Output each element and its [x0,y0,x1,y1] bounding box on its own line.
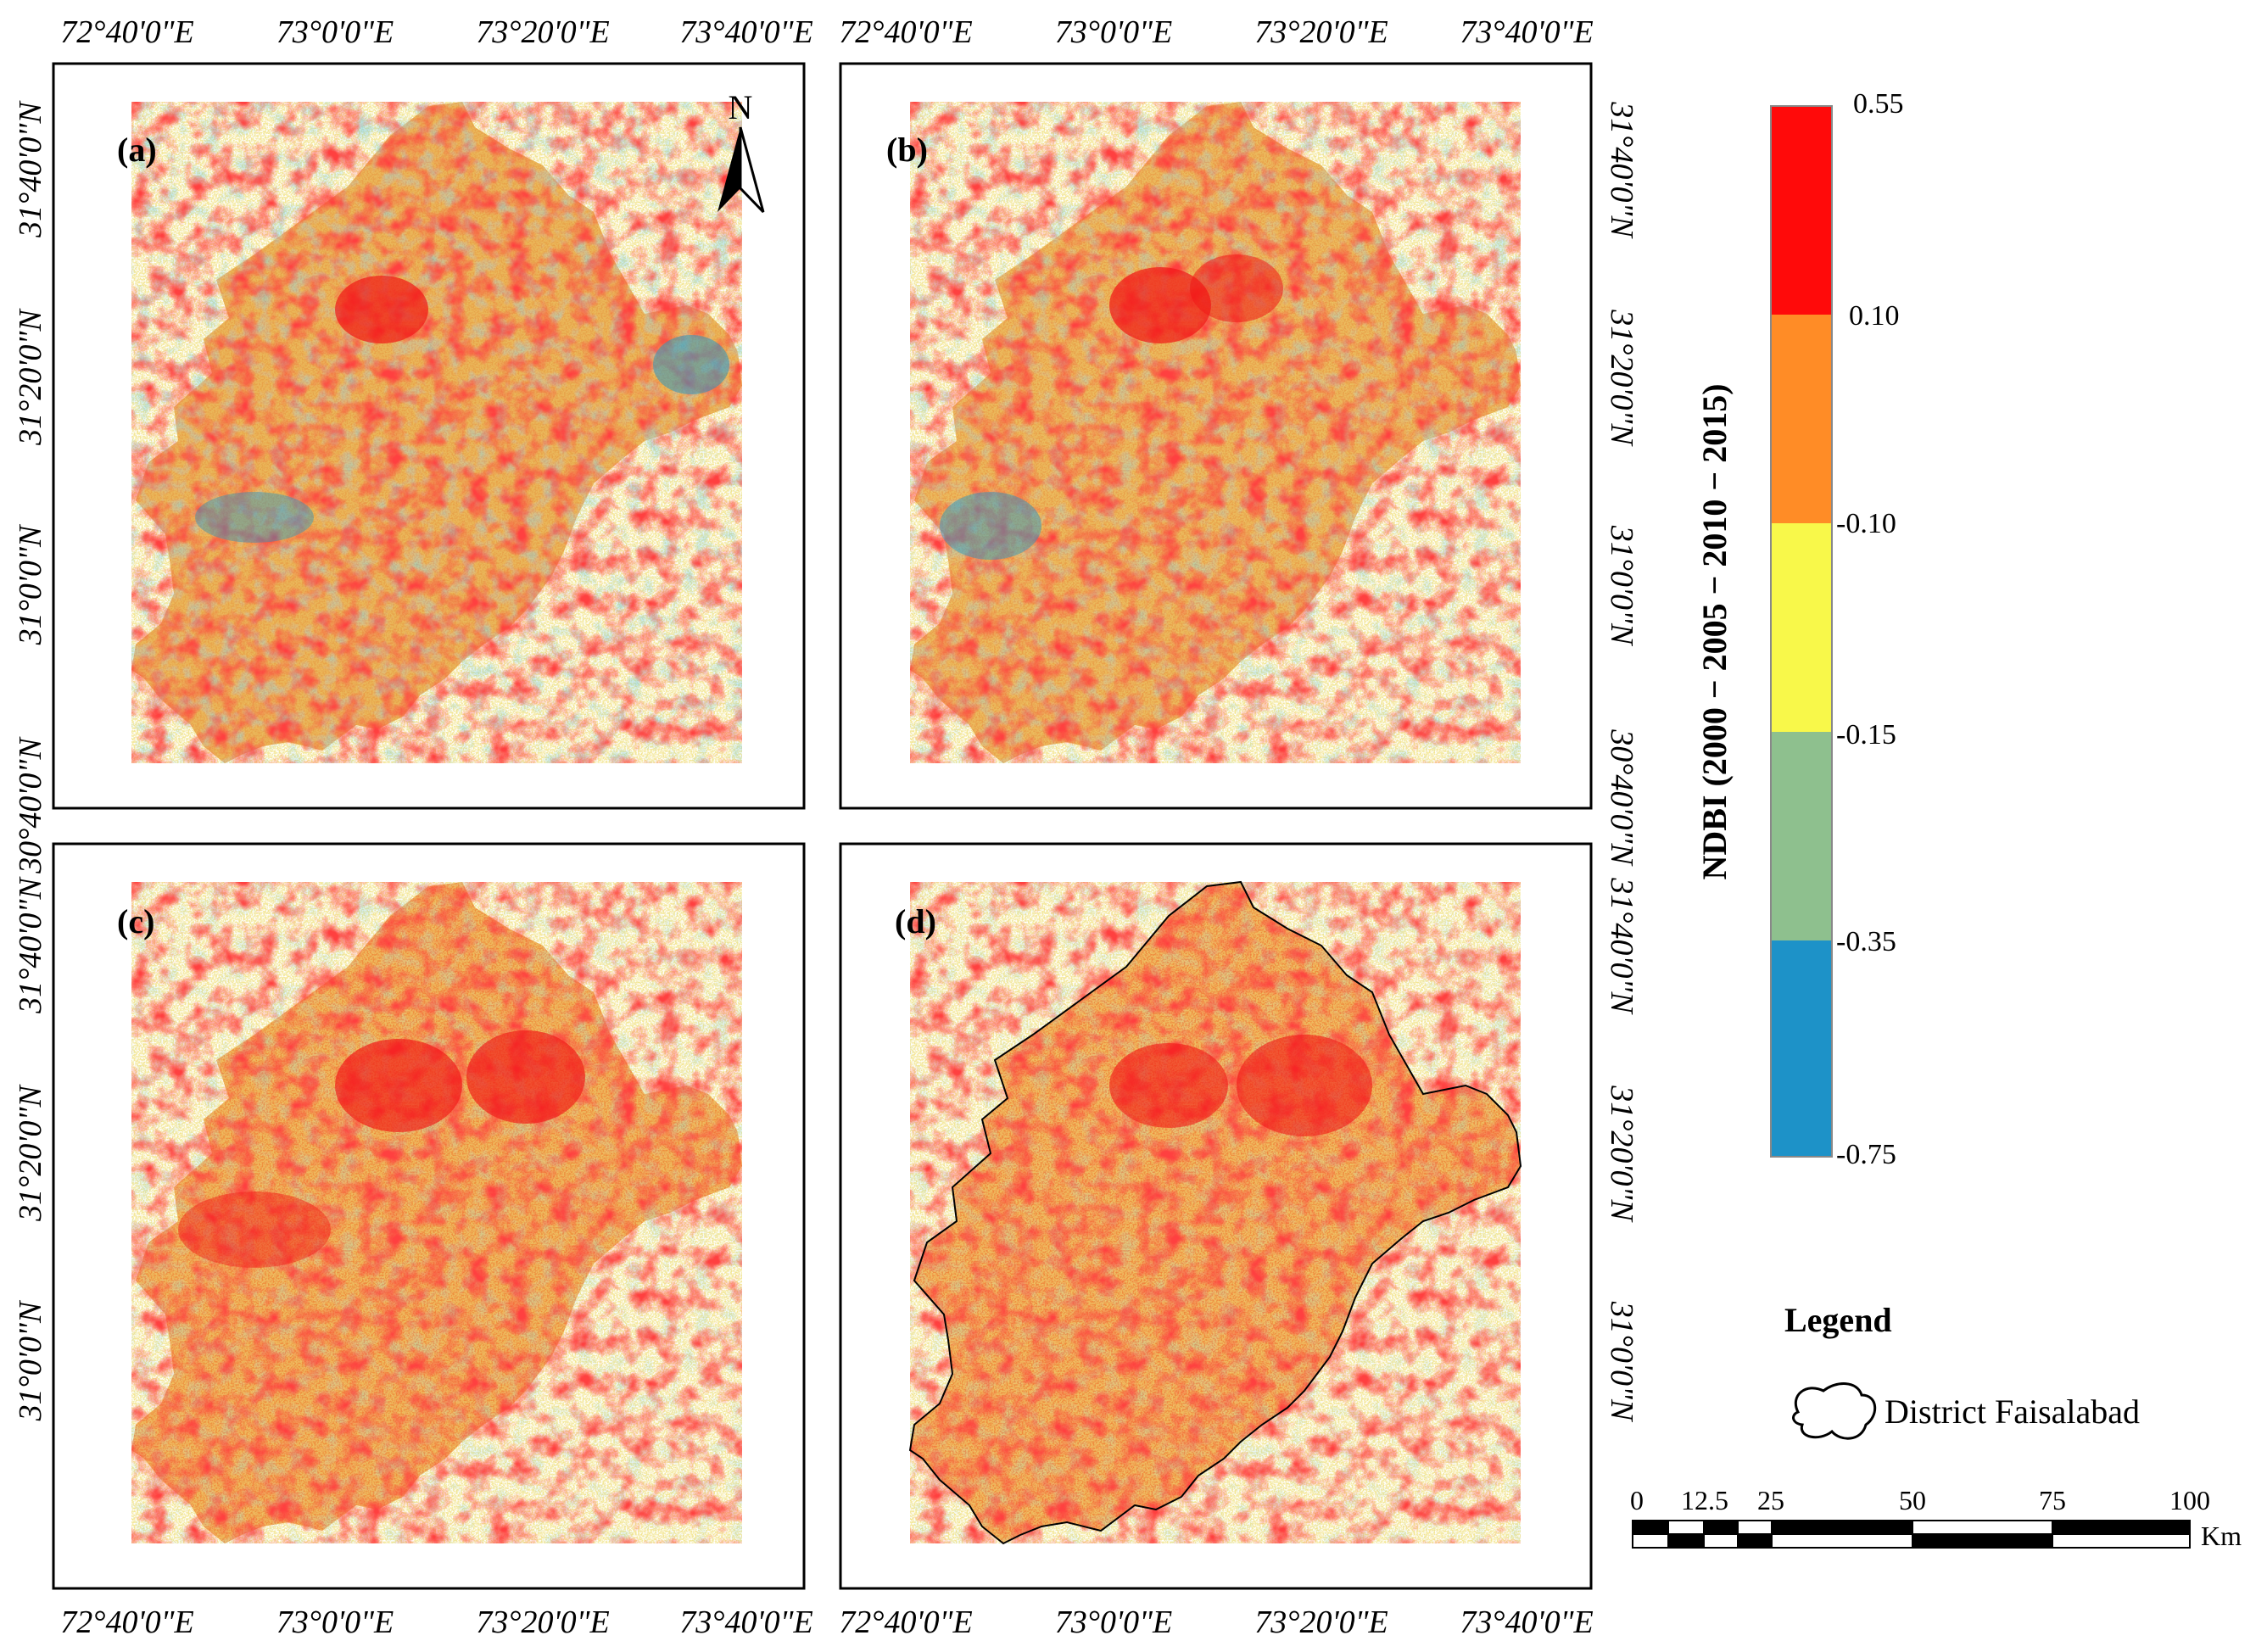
colorbar-class [1771,940,1832,1157]
lon-label: 72°40'0"E [839,1605,973,1640]
lon-labels-bottom-right: 72°40'0"E 73°0'0"E 73°20'0"E 73°40'0"E [839,1605,1594,1640]
colorbar-break-label: -0.35 [1836,926,1896,957]
lat-labels-bottom-right: 31°40'0"N 31°20'0"N 31°0'0"N [1604,877,1639,1423]
scale-tick-label: 100 [2169,1485,2210,1515]
lon-label: 73°0'0"E [276,14,394,50]
lat-label: 31°40'0"N [1604,101,1639,239]
lon-label: 73°40'0"E [679,1605,813,1640]
colorbar-title: NDBI (2000 − 2005 − 2010 − 2015) [1695,383,1734,879]
lat-labels-top-left: 31°40'0"N 31°20'0"N 31°0'0"N [13,100,48,646]
lon-label: 72°40'0"E [839,14,973,50]
legend-title: Legend [1784,1301,1892,1339]
legend-item-label: District Faisalabad [1885,1392,2140,1431]
lon-labels-top-right: 72°40'0"E 73°0'0"E 73°20'0"E 73°40'0"E [839,14,1594,50]
north-arrow-label: N [729,88,753,126]
panel-label-a: (a) [117,131,157,169]
district-map-d [909,881,1522,1544]
lat-label: 31°0'0"N [13,523,48,645]
lat-label: 31°0'0"N [13,1299,48,1421]
district-outline-icon [1792,1382,1877,1440]
lat-label: 30°40'0"N [1604,728,1639,867]
colorbar-break-label: -0.15 [1836,719,1896,751]
lon-label: 73°0'0"E [1055,14,1173,50]
panel-label-d: (d) [895,902,936,940]
lon-label: 73°0'0"E [1055,1605,1173,1640]
lon-label: 72°40'0"E [60,14,194,50]
lon-label: 73°20'0"E [476,14,610,50]
lat-label: 31°40'0"N [13,876,48,1014]
lat-label: 31°20'0"N [13,1084,48,1222]
colorbar-break-label: 0.10 [1849,300,1900,332]
colorbar-class [1771,523,1832,732]
district-map-c [131,882,742,1543]
colorbar-class [1771,732,1832,940]
panel-frame-c [52,842,806,1590]
lat-label: 31°0'0"N [1604,525,1639,647]
district-map-a [131,102,742,763]
lon-labels-bottom-left: 72°40'0"E 73°0'0"E 73°20'0"E 73°40'0"E [60,1605,813,1640]
lat-label: 31°40'0"N [13,100,48,238]
scale-tick-label: 12.5 [1681,1485,1728,1515]
lon-label: 73°40'0"E [1460,14,1594,50]
scale-tick-label: 0 [1630,1485,1644,1515]
lat-label: 31°20'0"N [1604,1085,1639,1223]
lon-label: 72°40'0"E [60,1605,194,1640]
panel-frame-b [839,62,1593,810]
ndbi-colorbar: 0.55 0.10 -0.10 -0.15 -0.35 -0.75 NDBI (… [1695,88,1904,1170]
scale-tick-label: 25 [1757,1485,1784,1515]
panel-frame-d [839,842,1593,1590]
map-legend: Legend District Faisalabad [1784,1301,2140,1440]
lat-label: 31°40'0"N [1604,877,1639,1015]
lat-label: 30°40'0"N [13,736,48,874]
panel-frame-a [52,62,806,810]
lon-label: 73°0'0"E [276,1605,394,1640]
lon-label: 73°40'0"E [1460,1605,1594,1640]
scale-tick-label: 50 [1899,1485,1926,1515]
lon-labels-top-left: 72°40'0"E 73°0'0"E 73°20'0"E 73°40'0"E [60,14,813,50]
lat-label: 31°20'0"N [13,308,48,446]
panel-label-c: (c) [117,902,154,940]
lat-label: 31°20'0"N [1604,309,1639,447]
north-arrow-icon: N [718,88,765,214]
lat-label: 31°0'0"N [1604,1301,1639,1423]
colorbar-break-label: -0.75 [1836,1139,1896,1170]
lat-labels-top-right: 31°40'0"N 31°20'0"N 31°0'0"N 30°40'0"N [1604,101,1639,867]
lon-label: 73°20'0"E [1254,1605,1388,1640]
district-map-b [910,102,1521,763]
colorbar-class [1771,315,1832,523]
panel-label-b: (b) [886,131,928,169]
colorbar-class [1771,106,1832,315]
lat-label-shared: 30°40'0"N [13,736,48,874]
colorbar-break-label: -0.10 [1836,508,1896,539]
lon-label: 73°20'0"E [476,1605,610,1640]
scale-tick-label: 75 [2039,1485,2066,1515]
colorbar-break-label: 0.55 [1853,88,1904,120]
lon-label: 73°40'0"E [679,14,813,50]
scale-unit: Km [2201,1521,2242,1551]
lon-label: 73°20'0"E [1254,14,1388,50]
lat-labels-bottom-left: 31°40'0"N 31°20'0"N 31°0'0"N [13,876,48,1422]
scale-bar: 0 12.5 25 50 75 100 Km [1630,1485,2242,1551]
